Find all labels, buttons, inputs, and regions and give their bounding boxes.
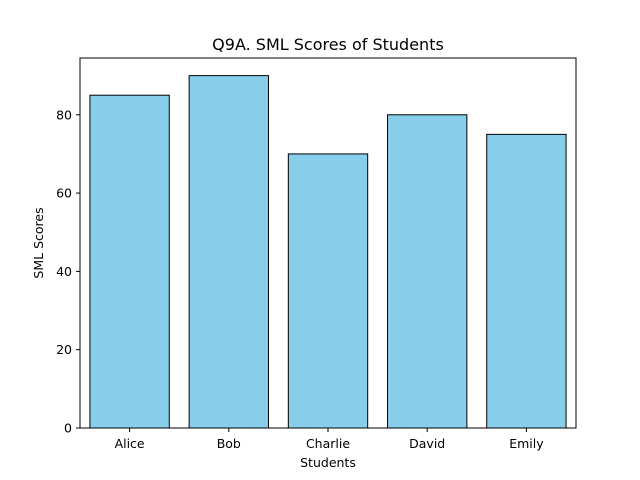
- x-tick-label-emily: Emily: [509, 436, 544, 451]
- x-axis: Alice Bob Charlie David Emily: [115, 428, 544, 451]
- bar-emily: [486, 133, 567, 429]
- y-tick-label: 80: [56, 107, 72, 122]
- y-tick-label: 60: [56, 186, 72, 201]
- y-tick-label: 0: [64, 421, 72, 436]
- bar-david: [387, 114, 468, 429]
- y-axis: 0 20 40 60 80: [56, 107, 80, 436]
- bars-group: [89, 75, 567, 429]
- x-tick-label-charlie: Charlie: [306, 436, 350, 451]
- bar-bob: [188, 75, 269, 429]
- x-tick-label-david: David: [409, 436, 445, 451]
- bar-alice: [89, 94, 170, 429]
- y-tick-label: 40: [56, 264, 72, 279]
- x-axis-label: Students: [300, 455, 356, 470]
- bar-charlie: [287, 153, 369, 429]
- y-axis-label: SML Scores: [31, 207, 46, 278]
- x-tick-label-alice: Alice: [115, 436, 145, 451]
- chart-title: Q9A. SML Scores of Students: [212, 35, 444, 54]
- x-tick-label-bob: Bob: [217, 436, 241, 451]
- y-tick-label: 20: [56, 342, 72, 357]
